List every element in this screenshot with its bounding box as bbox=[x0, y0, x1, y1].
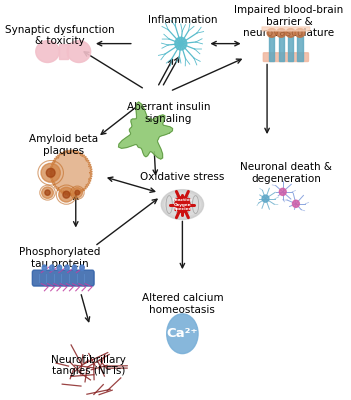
Ellipse shape bbox=[45, 190, 50, 195]
Ellipse shape bbox=[295, 28, 305, 37]
Polygon shape bbox=[50, 150, 92, 196]
Circle shape bbox=[50, 265, 54, 270]
Bar bbox=[269, 36, 274, 61]
Ellipse shape bbox=[42, 187, 53, 198]
Text: Neurofibrillary
tangles (NFTs): Neurofibrillary tangles (NFTs) bbox=[51, 355, 126, 376]
FancyBboxPatch shape bbox=[263, 53, 309, 62]
Ellipse shape bbox=[161, 190, 204, 220]
Ellipse shape bbox=[36, 41, 59, 62]
Ellipse shape bbox=[279, 188, 286, 196]
Text: Reactive
Oxygen: Reactive Oxygen bbox=[172, 198, 192, 207]
FancyBboxPatch shape bbox=[262, 27, 310, 31]
Ellipse shape bbox=[72, 188, 82, 198]
Circle shape bbox=[72, 265, 77, 270]
Ellipse shape bbox=[75, 190, 80, 195]
Bar bbox=[59, 44, 68, 59]
Bar bbox=[279, 36, 284, 61]
Text: Impaired blood-brain
barrier &
neurovasculature: Impaired blood-brain barrier & neurovasc… bbox=[234, 5, 344, 38]
Circle shape bbox=[80, 265, 84, 270]
Ellipse shape bbox=[41, 163, 60, 182]
Text: Neuronal death &
degeneration: Neuronal death & degeneration bbox=[240, 162, 332, 184]
Ellipse shape bbox=[175, 37, 187, 50]
Ellipse shape bbox=[292, 200, 299, 207]
Circle shape bbox=[65, 265, 69, 270]
Ellipse shape bbox=[286, 28, 295, 37]
Bar bbox=[298, 36, 303, 61]
Ellipse shape bbox=[164, 193, 200, 216]
Ellipse shape bbox=[59, 187, 74, 202]
FancyBboxPatch shape bbox=[32, 270, 94, 286]
Ellipse shape bbox=[277, 28, 286, 37]
Ellipse shape bbox=[67, 41, 91, 62]
Text: Species: Species bbox=[173, 206, 191, 210]
Ellipse shape bbox=[262, 195, 269, 202]
Text: Synaptic dysfunction
& toxicity: Synaptic dysfunction & toxicity bbox=[5, 25, 115, 46]
Polygon shape bbox=[119, 102, 173, 159]
Ellipse shape bbox=[46, 168, 55, 177]
Text: Aberrant insulin
signaling: Aberrant insulin signaling bbox=[126, 102, 210, 124]
Text: Inflammation: Inflammation bbox=[148, 15, 217, 25]
Text: Altered calcium
homeostasis: Altered calcium homeostasis bbox=[141, 293, 223, 315]
Bar bbox=[288, 36, 293, 61]
Text: Phosphorylated
tau protein: Phosphorylated tau protein bbox=[19, 248, 101, 269]
Text: Amyloid beta
plaques: Amyloid beta plaques bbox=[29, 134, 98, 156]
Ellipse shape bbox=[63, 191, 70, 198]
Ellipse shape bbox=[175, 197, 190, 212]
Ellipse shape bbox=[267, 28, 277, 37]
Circle shape bbox=[57, 265, 62, 270]
Text: Ca²⁺: Ca²⁺ bbox=[167, 327, 198, 340]
Text: Oxidative stress: Oxidative stress bbox=[140, 172, 225, 182]
Circle shape bbox=[42, 265, 47, 270]
Circle shape bbox=[167, 314, 198, 354]
